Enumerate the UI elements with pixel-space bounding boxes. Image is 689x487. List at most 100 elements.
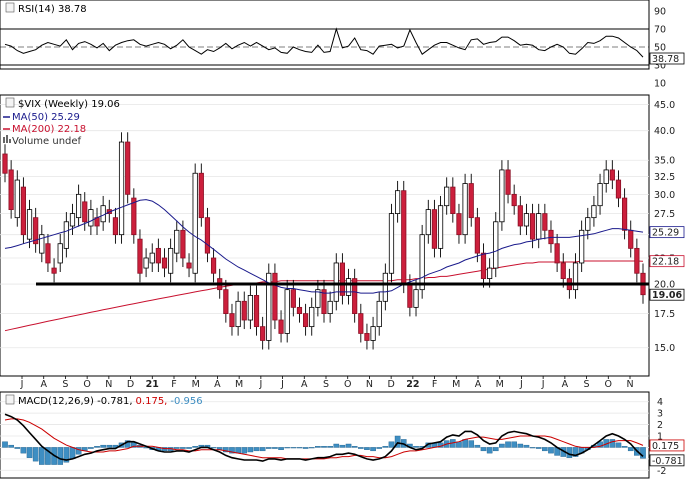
x-axis-label: N — [626, 379, 633, 390]
candle-body — [247, 295, 253, 321]
price-collapse-box[interactable] — [5, 97, 15, 108]
x-axis-label: J — [519, 379, 523, 390]
candle-body — [198, 172, 204, 219]
x-axis-label: D — [387, 379, 394, 390]
signal-badge-label: 0.175 — [652, 441, 679, 452]
candle-body — [407, 283, 413, 308]
candle-body — [462, 183, 468, 236]
macd-histogram-bar — [39, 447, 45, 465]
macd-histogram-bar — [468, 440, 475, 448]
candle-body — [45, 243, 51, 264]
x-axis-label: A — [562, 379, 569, 390]
candle-body — [444, 186, 450, 207]
rsi-tick-label: 90 — [654, 7, 666, 18]
close-badge-label: 19.06 — [652, 290, 682, 301]
candle-body — [401, 190, 407, 285]
macd-legend: MACD(12,26,9) -0.781, 0.175, -0.956 — [18, 396, 203, 407]
rsi-frame — [0, 0, 650, 70]
candle-body — [487, 267, 493, 279]
macd-histogram-bar — [327, 446, 333, 448]
price-tick-label: 32.5 — [654, 172, 675, 183]
macd-tick-label: -2 — [657, 466, 666, 477]
candle-body — [76, 193, 82, 219]
candle-body — [493, 221, 499, 269]
macd-histogram-bar — [640, 447, 646, 459]
macd-histogram-bar — [358, 447, 364, 449]
candle-body — [474, 217, 480, 254]
candle-body — [149, 252, 155, 264]
candle-body — [137, 238, 143, 274]
candle-body — [161, 257, 168, 269]
candle-body — [499, 169, 505, 223]
candle-body — [352, 278, 358, 315]
candle-body — [419, 234, 425, 291]
candle-body — [511, 193, 517, 207]
macd-histogram-bar — [229, 447, 235, 454]
candle-body — [628, 229, 634, 249]
candle-body — [621, 197, 628, 231]
macd-histogram-bar — [192, 446, 198, 448]
candle-body — [168, 247, 174, 274]
candle-body — [382, 272, 388, 302]
macd-histogram-bar — [480, 447, 487, 452]
macd-histogram-bar — [529, 447, 536, 449]
macd-histogram-bar — [32, 447, 39, 462]
candle-body — [591, 205, 597, 219]
candle-body — [155, 247, 161, 264]
price-legend: $VIX (Weekly) 19.06 MA(50) 25.29 MA(200)… — [3, 97, 120, 147]
price-tick-label: 35.0 — [654, 156, 675, 167]
price-legend-title: $VIX (Weekly) 19.06 — [18, 99, 120, 110]
macd-collapse-box[interactable] — [5, 394, 15, 405]
macd-histogram-bar — [253, 447, 260, 452]
macd-histogram-bar — [247, 447, 254, 453]
x-axis-label: A — [475, 379, 482, 390]
x-axis-label: 22 — [406, 379, 419, 390]
macd-histogram-bar — [462, 439, 468, 448]
macd-histogram-bar — [535, 447, 542, 449]
rsi-tick-label: 50 — [654, 43, 666, 54]
candle-body — [456, 213, 462, 236]
x-axis-label: F — [432, 379, 437, 390]
close-value-badge: 19.06 — [649, 288, 685, 301]
x-axis-label: F — [171, 379, 176, 390]
candle-body — [579, 229, 585, 264]
candle-body — [82, 201, 88, 223]
rsi-tick-label: 70 — [654, 25, 666, 36]
macd-histogram-bar — [63, 447, 70, 463]
macd-histogram-bar — [615, 442, 622, 448]
candle-body — [51, 267, 57, 274]
macd-histogram-bar — [94, 446, 100, 448]
x-axis-label: M — [496, 379, 504, 390]
candlesticks — [2, 132, 646, 350]
candle-body — [358, 313, 364, 334]
macd-legend-main: MACD(12,26,9) -0.781, — [18, 396, 133, 407]
x-axis-label: O — [83, 379, 90, 390]
macd-histogram-bar — [88, 447, 94, 449]
macd-histogram-bar — [186, 447, 192, 449]
candle-body — [529, 213, 536, 240]
candle-body — [536, 213, 542, 240]
candle-body — [186, 262, 192, 269]
macd-histogram-bar — [308, 447, 315, 449]
macd-histogram-bar — [296, 447, 303, 449]
candle-body — [321, 289, 327, 315]
macd-tick-label: 4 — [657, 397, 663, 408]
rsi-value-badge: 38.78 — [649, 52, 685, 65]
macd-histogram-bar — [100, 444, 106, 448]
candle-body — [597, 183, 603, 207]
macd-histogram-bar — [57, 447, 64, 465]
rsi-series-line — [4, 27, 644, 58]
macd-histogram-bar — [180, 447, 186, 449]
candle-body — [39, 234, 45, 254]
rsi-tick-label: 30 — [654, 61, 666, 72]
rsi-tick-labels: 90 70 50 30 10 — [654, 7, 666, 90]
candle-body — [26, 209, 33, 240]
candle-body — [174, 229, 180, 254]
price-tick-label: 45.0 — [654, 100, 675, 111]
rsi-tick-label: 10 — [654, 79, 666, 90]
candle-body — [241, 300, 247, 321]
macd-histogram-bar — [26, 447, 33, 458]
rsi-collapse-box[interactable] — [5, 2, 15, 13]
candle-body — [437, 205, 444, 249]
x-axis-label: N — [105, 379, 112, 390]
